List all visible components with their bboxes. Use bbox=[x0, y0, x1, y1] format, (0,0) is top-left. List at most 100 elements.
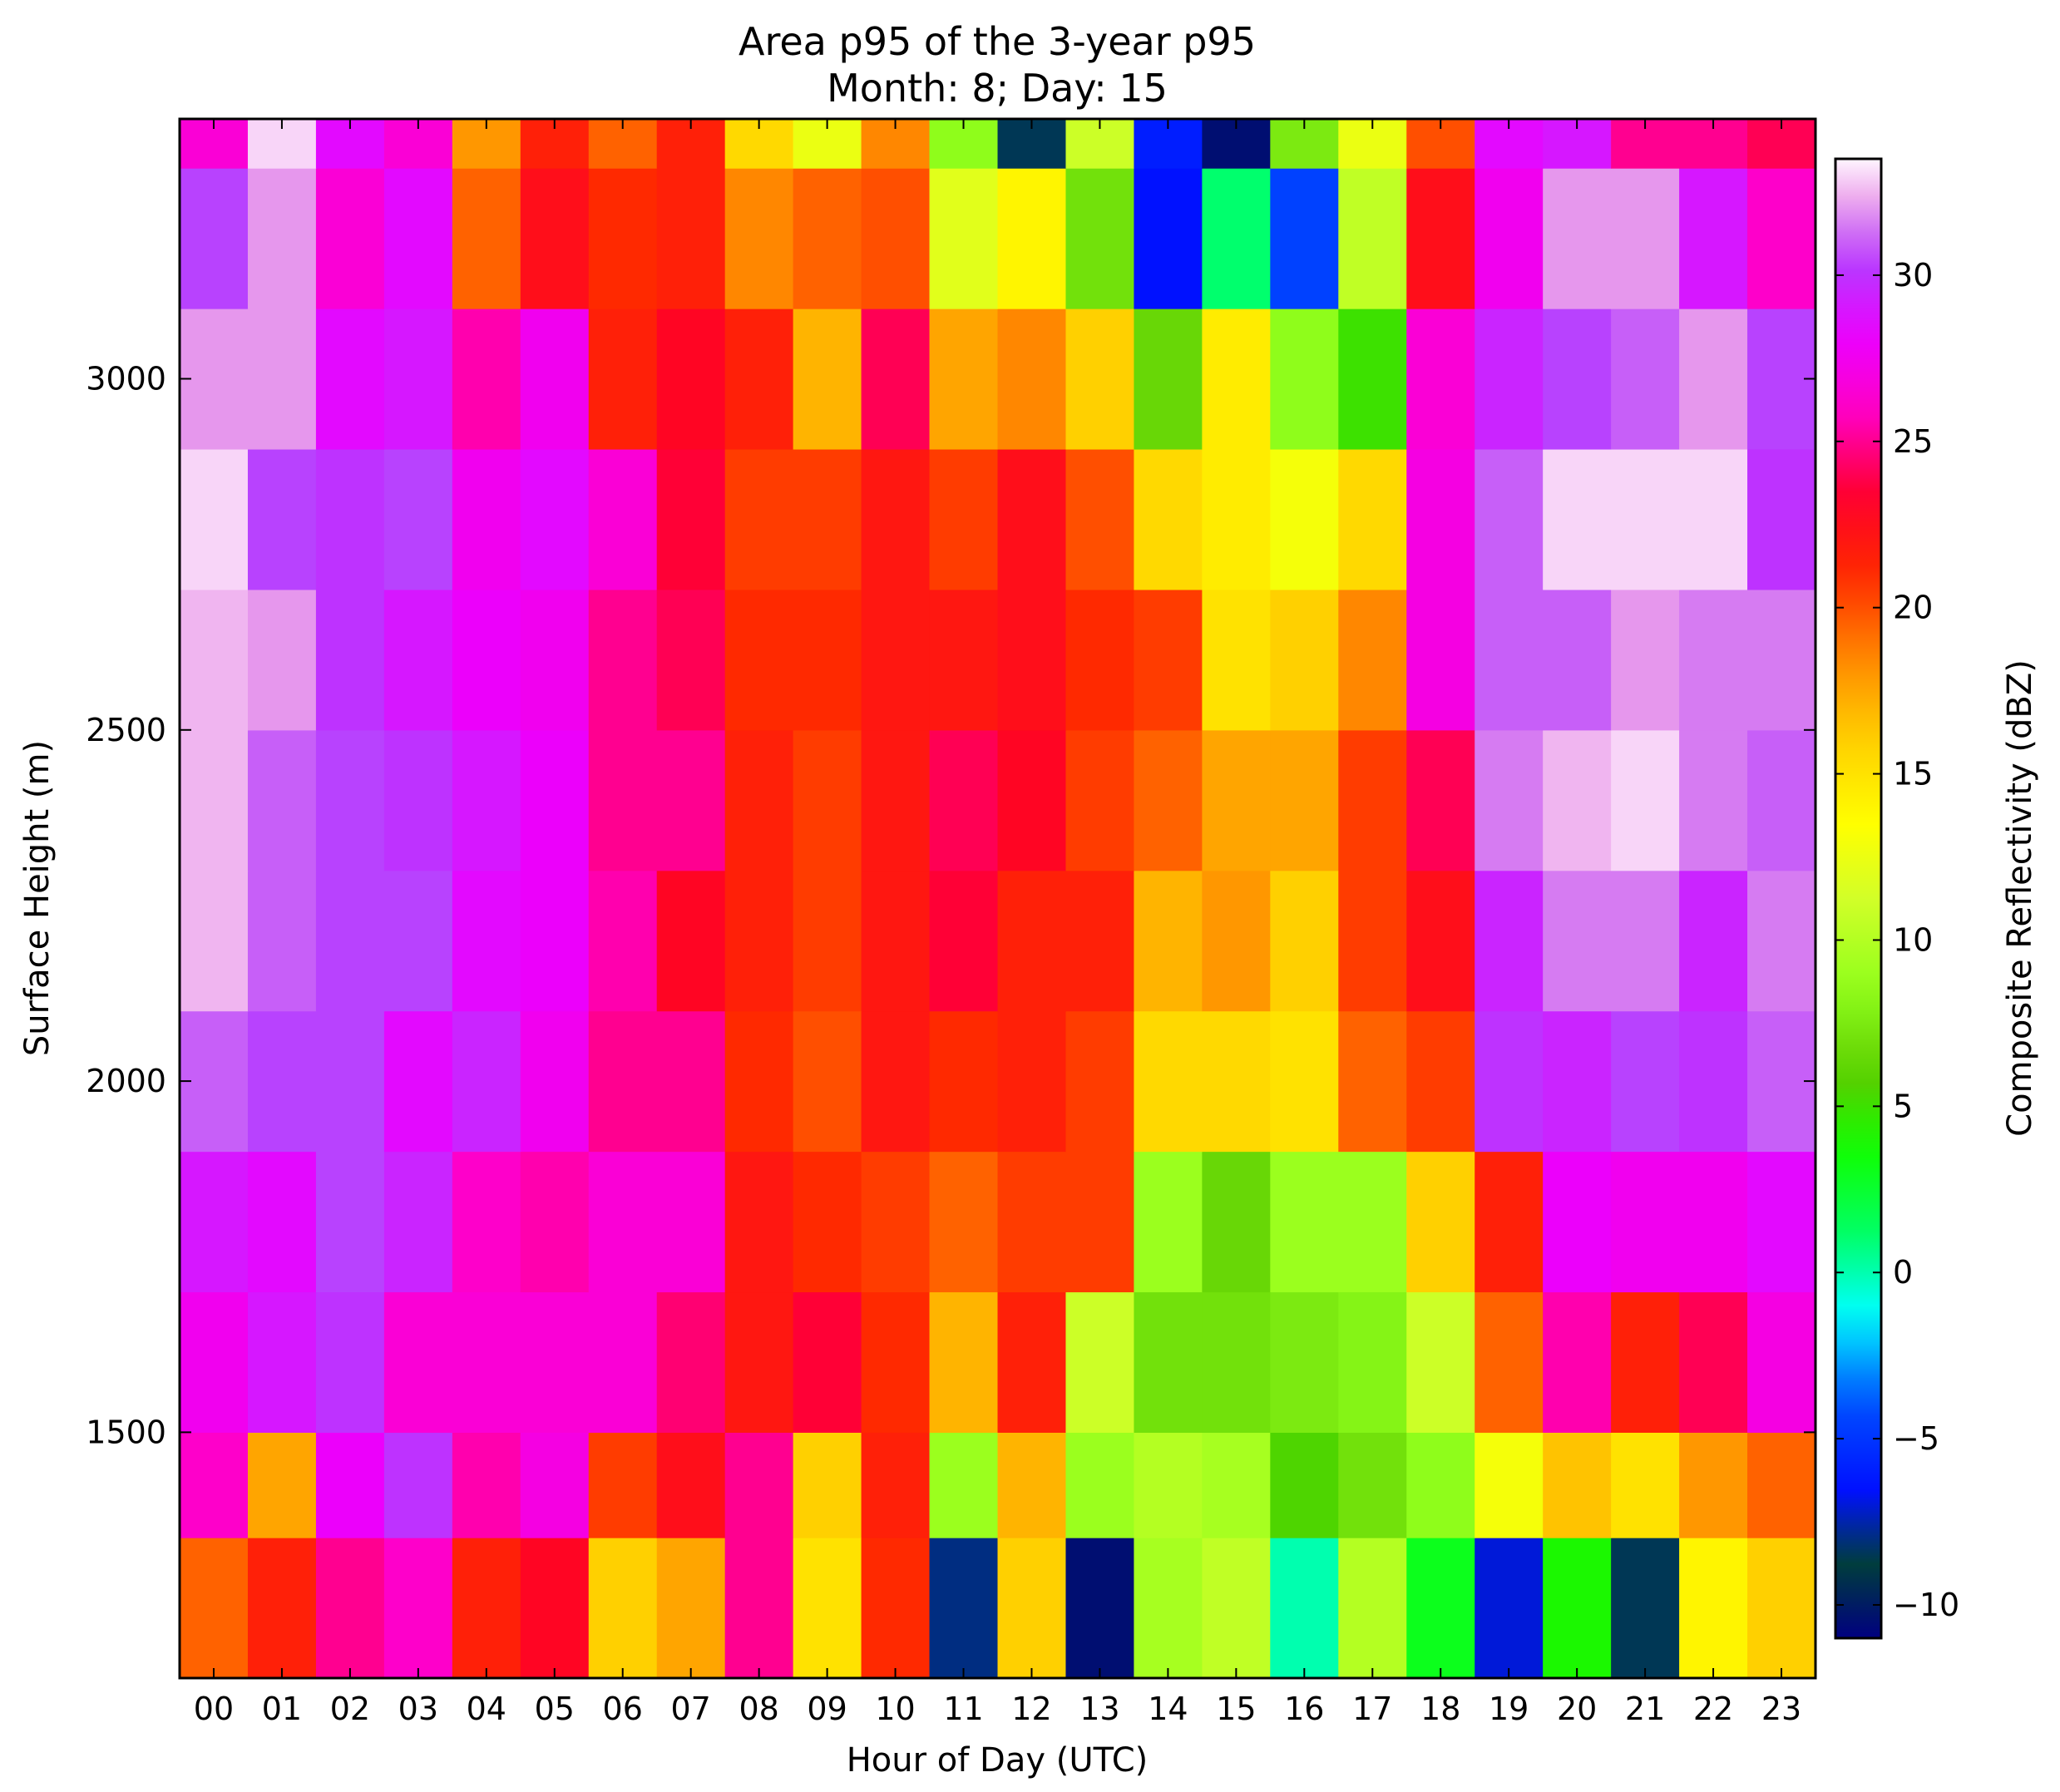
x-tick-label: 10 bbox=[875, 1691, 915, 1727]
heatmap-cell bbox=[1338, 309, 1407, 450]
heatmap-cell bbox=[180, 589, 249, 731]
x-tick-label: 04 bbox=[467, 1691, 506, 1727]
colorbar-tick-label: −5 bbox=[1893, 1420, 1939, 1457]
heatmap-cell bbox=[793, 309, 862, 450]
heatmap-cell bbox=[929, 870, 999, 1012]
heatmap-cell bbox=[1338, 589, 1407, 731]
heatmap-cell bbox=[520, 1010, 590, 1153]
heatmap-cell bbox=[1270, 1291, 1339, 1433]
heatmap-cell bbox=[588, 1291, 658, 1433]
heatmap-cell bbox=[1338, 448, 1407, 590]
heatmap-cell bbox=[247, 589, 317, 731]
heatmap-cell bbox=[1747, 1291, 1816, 1433]
heatmap-cell bbox=[861, 589, 931, 731]
heatmap-cell bbox=[997, 448, 1067, 590]
heatmap-cell bbox=[1406, 729, 1475, 871]
heatmap-cell bbox=[997, 1010, 1067, 1153]
heatmap-cell bbox=[1611, 870, 1680, 1012]
heatmap-cell bbox=[1065, 1010, 1135, 1153]
heatmap-cell bbox=[1065, 1538, 1135, 1679]
heatmap-cell bbox=[1338, 1151, 1407, 1293]
heatmap-cell bbox=[383, 1010, 453, 1153]
x-tick-label: 01 bbox=[262, 1691, 302, 1727]
heatmap-cell bbox=[1065, 1151, 1135, 1293]
heatmap-cell bbox=[315, 729, 385, 871]
heatmap-cell bbox=[656, 589, 726, 731]
heatmap-cell bbox=[588, 1010, 658, 1153]
heatmap-cell bbox=[315, 870, 385, 1012]
x-tick-label: 20 bbox=[1557, 1691, 1597, 1727]
heatmap-cell bbox=[793, 1432, 862, 1538]
heatmap-cell bbox=[1747, 589, 1816, 731]
heatmap-cell bbox=[1406, 1432, 1475, 1538]
heatmap-cell bbox=[452, 870, 521, 1012]
heatmap-cell bbox=[1611, 1151, 1680, 1293]
x-tick-label: 07 bbox=[671, 1691, 711, 1727]
x-axis-label: Hour of Day (UTC) bbox=[847, 1741, 1149, 1780]
heatmap-cell bbox=[1543, 870, 1612, 1012]
heatmap-cell bbox=[1543, 309, 1612, 450]
heatmap-cell bbox=[1679, 870, 1748, 1012]
heatmap-cell bbox=[247, 309, 317, 450]
heatmap-cell bbox=[1270, 870, 1339, 1012]
heatmap-cell bbox=[1611, 309, 1680, 450]
heatmap-cell bbox=[929, 1151, 999, 1293]
heatmap-cell bbox=[1202, 1432, 1271, 1538]
x-tick-label: 12 bbox=[1011, 1691, 1051, 1727]
x-tick-label: 06 bbox=[603, 1691, 643, 1727]
heatmap-cell bbox=[1065, 1291, 1135, 1433]
heatmap-cell bbox=[793, 168, 862, 309]
heatmap-cell bbox=[929, 1291, 999, 1433]
heatmap-cell bbox=[1679, 168, 1748, 309]
heatmap-cell bbox=[724, 729, 794, 871]
heatmap-cell bbox=[1134, 448, 1203, 590]
heatmap-cell bbox=[452, 448, 521, 590]
heatmap-cell bbox=[520, 589, 590, 731]
heatmap-cell bbox=[247, 870, 317, 1012]
heatmap-cell bbox=[793, 1151, 862, 1293]
heatmap-cell bbox=[1270, 168, 1339, 309]
heatmap-cell bbox=[315, 1151, 385, 1293]
heatmap-cell bbox=[1270, 1010, 1339, 1153]
heatmap-cell bbox=[247, 729, 317, 871]
heatmap-cell bbox=[724, 1291, 794, 1433]
colorbar-tick-label: 30 bbox=[1893, 257, 1933, 294]
heatmap-cell bbox=[1270, 1432, 1339, 1538]
heatmap-cell bbox=[520, 1151, 590, 1293]
heatmap-cell bbox=[383, 1151, 453, 1293]
heatmap-cell bbox=[1270, 309, 1339, 450]
heatmap-cell bbox=[452, 168, 521, 309]
heatmap-cell bbox=[452, 1291, 521, 1433]
heatmap-cell bbox=[1406, 870, 1475, 1012]
heatmap-cell bbox=[180, 1432, 249, 1538]
heatmap-cell bbox=[315, 168, 385, 309]
heatmap-cell bbox=[247, 1538, 317, 1679]
colorbar-tick-label: 20 bbox=[1893, 590, 1933, 626]
heatmap-cell bbox=[1338, 870, 1407, 1012]
heatmap-cell bbox=[1406, 1151, 1475, 1293]
heatmap-cell bbox=[1065, 870, 1135, 1012]
heatmap-cell bbox=[1406, 168, 1475, 309]
heatmap-cell bbox=[588, 1432, 658, 1538]
heatmap-cell bbox=[929, 589, 999, 731]
heatmap-cell bbox=[1679, 1291, 1748, 1433]
heatmap-cell bbox=[1543, 1291, 1612, 1433]
heatmap-cell bbox=[247, 1151, 317, 1293]
colorbar-label: Composite Reflectivity (dBZ) bbox=[2001, 659, 2039, 1137]
heatmap-cell bbox=[1475, 168, 1544, 309]
heatmap-cell bbox=[383, 448, 453, 590]
colorbar bbox=[1834, 157, 1883, 1640]
heatmap-cell bbox=[588, 168, 658, 309]
heatmap-cell bbox=[1611, 1432, 1680, 1538]
heatmap-cell bbox=[520, 1291, 590, 1433]
x-tick-label: 03 bbox=[398, 1691, 438, 1727]
heatmap-cell bbox=[315, 1538, 385, 1679]
heatmap-cell bbox=[1065, 729, 1135, 871]
heatmap-cell bbox=[180, 729, 249, 871]
heatmap-cell bbox=[861, 729, 931, 871]
heatmap-cell bbox=[1747, 729, 1816, 871]
heatmap-cell bbox=[383, 729, 453, 871]
heatmap-cell bbox=[1134, 870, 1203, 1012]
heatmap-cell bbox=[1270, 589, 1339, 731]
heatmap-cell bbox=[1202, 309, 1271, 450]
